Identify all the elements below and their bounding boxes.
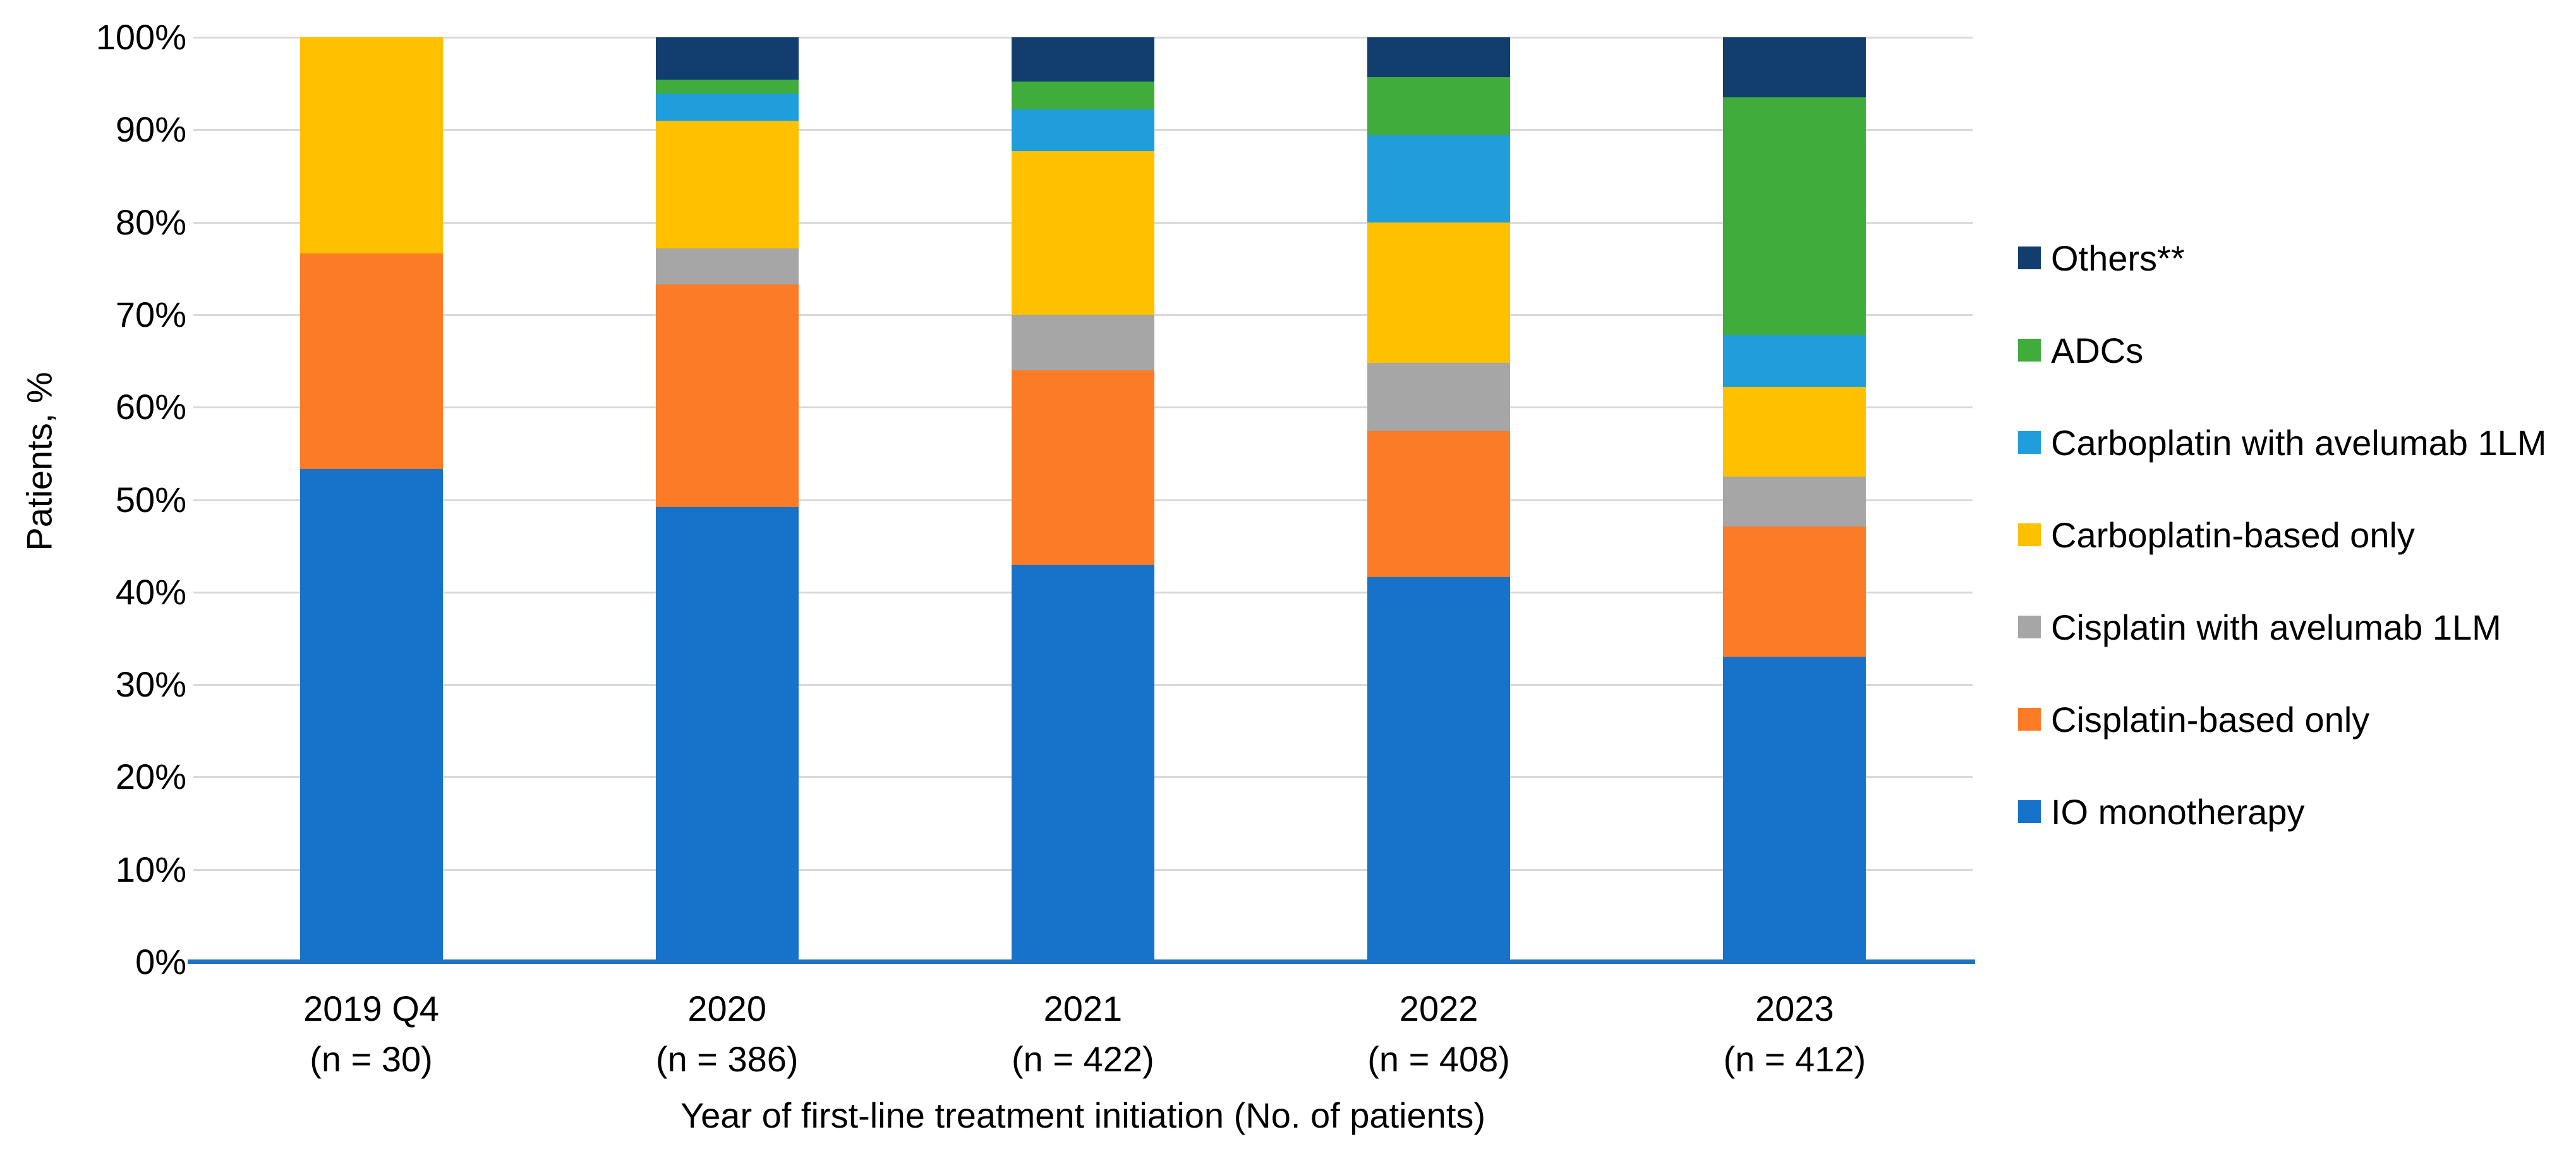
category-year-label: 2023 xyxy=(1755,989,1834,1028)
y-tick-label-100%: 100% xyxy=(95,17,186,57)
bar-2021 xyxy=(1012,37,1154,962)
legend-item-cisplatin-with-avelumab-1lm: Cisplatin with avelumab 1LM xyxy=(2018,581,2546,673)
legend-swatch-icon xyxy=(2018,523,2041,546)
bar-segment-cisplatin-with-avelumab-1lm xyxy=(655,248,799,284)
legend-label: Cisplatin with avelumab 1LM xyxy=(2051,607,2501,647)
legend-label: Others** xyxy=(2051,238,2185,278)
y-tick-label-80%: 80% xyxy=(115,202,186,242)
x-axis-line xyxy=(188,959,1975,964)
category-n-label: (n = 422) xyxy=(1012,1039,1154,1079)
bar-segment-carboplatin-based-only xyxy=(655,120,799,248)
bar-segment-others- xyxy=(1723,37,1866,98)
legend-swatch-icon xyxy=(2018,431,2041,454)
y-tick-label-0%: 0% xyxy=(135,942,186,982)
x-axis-title: Year of first-line treatment initiation … xyxy=(680,1095,1486,1135)
legend-label: Carboplatin-based only xyxy=(2051,515,2415,555)
y-tick-label-90%: 90% xyxy=(115,109,186,150)
legend-item-adcs: ADCs xyxy=(2018,304,2546,396)
x-tick-label-2019-q4: 2019 Q4 (n = 30) xyxy=(193,983,549,1085)
bar-segment-cisplatin-based-only xyxy=(1012,370,1154,566)
legend-item-carboplatin-with-avelumab-1lm: Carboplatin with avelumab 1LM xyxy=(2018,396,2546,489)
legend-item-cisplatin-based-only: Cisplatin-based only xyxy=(2018,673,2546,765)
bar-segment-adcs xyxy=(1367,76,1511,136)
y-tick-label-60%: 60% xyxy=(115,387,186,427)
bar-segment-io-monotherapy xyxy=(1723,657,1866,962)
x-tick-label-2020: 2020 (n = 386) xyxy=(549,983,905,1085)
legend-swatch-icon xyxy=(2018,339,2041,362)
legend-swatch-icon xyxy=(2018,708,2041,731)
bar-segment-io-monotherapy xyxy=(1012,565,1154,962)
bar-segment-carboplatin-based-only xyxy=(1723,387,1866,477)
y-tick-label-70%: 70% xyxy=(115,294,186,334)
x-tick-label-2022: 2022 (n = 408) xyxy=(1261,983,1617,1085)
legend-item-io-monotherapy: IO monotherapy xyxy=(2018,765,2546,858)
bar-2022 xyxy=(1367,37,1511,962)
bar-segment-cisplatin-based-only xyxy=(1367,431,1511,578)
legend-label: ADCs xyxy=(2051,330,2144,370)
y-tick-label-30%: 30% xyxy=(115,664,186,705)
bar-segment-carboplatin-with-avelumab-1lm xyxy=(1367,135,1511,222)
category-year-label: 2019 Q4 xyxy=(303,989,439,1028)
bar-segment-cisplatin-based-only xyxy=(655,284,799,508)
bar-segment-others- xyxy=(655,37,799,80)
bar-segment-carboplatin-with-avelumab-1lm xyxy=(1012,109,1154,151)
bar-2023 xyxy=(1723,37,1866,962)
bar-segment-carboplatin-with-avelumab-1lm xyxy=(655,94,799,121)
category-year-label: 2021 xyxy=(1043,989,1123,1028)
x-tick-label-2021: 2021 (n = 422) xyxy=(905,983,1261,1085)
bar-segment-adcs xyxy=(1723,97,1866,336)
legend-item-others-: Others** xyxy=(2018,212,2546,304)
y-tick-label-10%: 10% xyxy=(115,849,186,889)
y-tick-label-20%: 20% xyxy=(115,757,186,797)
bar-2020 xyxy=(655,37,799,962)
legend-label: IO monotherapy xyxy=(2051,791,2305,832)
legend-label: Carboplatin with avelumab 1LM xyxy=(2051,422,2547,463)
bar-segment-others- xyxy=(1012,37,1154,82)
bar-segment-carboplatin-based-only xyxy=(1367,222,1511,363)
bar-segment-io-monotherapy xyxy=(1367,577,1511,962)
bar-segment-cisplatin-based-only xyxy=(299,253,443,470)
bar-segment-carboplatin-with-avelumab-1lm xyxy=(1723,335,1866,387)
bar-segment-carboplatin-based-only xyxy=(1012,150,1154,315)
x-tick-label-2023: 2023 (n = 412) xyxy=(1617,983,1973,1085)
bar-segment-cisplatin-with-avelumab-1lm xyxy=(1367,362,1511,432)
bar-2019-q4 xyxy=(299,37,443,962)
y-tick-label-40%: 40% xyxy=(115,571,186,612)
bar-segment-cisplatin-with-avelumab-1lm xyxy=(1723,476,1866,527)
category-n-label: (n = 30) xyxy=(310,1039,433,1079)
plot-area xyxy=(188,37,1975,964)
bar-segment-io-monotherapy xyxy=(655,507,799,962)
legend-swatch-icon xyxy=(2018,247,2041,269)
legend-label: Cisplatin-based only xyxy=(2051,699,2370,740)
category-n-label: (n = 386) xyxy=(655,1039,799,1079)
legend: Others** ADCs Carboplatin with avelumab 1L… xyxy=(2018,212,2546,858)
y-tick-label-50%: 50% xyxy=(115,479,186,520)
category-n-label: (n = 408) xyxy=(1367,1039,1510,1079)
category-year-label: 2022 xyxy=(1399,989,1478,1028)
category-year-label: 2020 xyxy=(687,989,766,1028)
legend-swatch-icon xyxy=(2018,616,2041,638)
bar-segment-cisplatin-based-only xyxy=(1723,526,1866,657)
bar-segment-others- xyxy=(1367,37,1511,77)
bar-segment-io-monotherapy xyxy=(299,469,443,962)
bar-segment-adcs xyxy=(655,80,799,94)
bar-segment-adcs xyxy=(1012,82,1154,110)
category-n-label: (n = 412) xyxy=(1723,1039,1866,1079)
bar-segment-carboplatin-based-only xyxy=(299,37,443,254)
legend-item-carboplatin-based-only: Carboplatin-based only xyxy=(2018,489,2546,581)
bar-segment-cisplatin-with-avelumab-1lm xyxy=(1012,314,1154,370)
legend-swatch-icon xyxy=(2018,800,2041,823)
